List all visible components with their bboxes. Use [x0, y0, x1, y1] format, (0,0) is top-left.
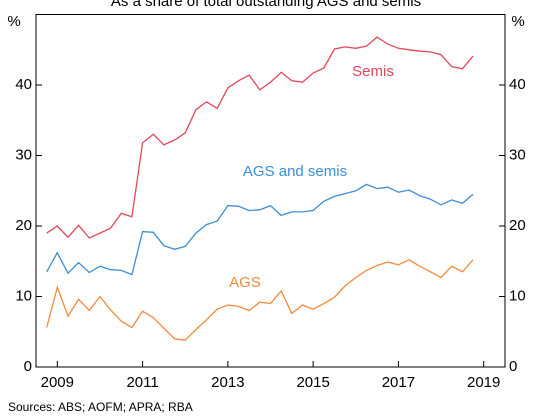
series-line [46, 259, 474, 341]
y-tick-label: 30 [15, 146, 32, 163]
x-tick-label: 2011 [126, 374, 158, 391]
x-tick-label: 2009 [41, 374, 74, 391]
y-tick-label: 20 [15, 217, 32, 234]
chart-title: As a share of total outstanding AGS and … [111, 0, 421, 10]
source-note: Sources: ABS; AOFM; APRA; RBA [8, 400, 193, 414]
y-tick-label: 0 [24, 358, 32, 375]
y-tick-label: 10 [15, 287, 32, 304]
plot-frame [35, 14, 506, 368]
x-tick-label: 2015 [296, 374, 329, 391]
series-label: AGS [229, 274, 261, 291]
y2-tick-label: 0 [509, 358, 517, 375]
y2-tick-label: 40 [509, 76, 526, 93]
y2-tick-label: 30 [509, 146, 526, 163]
y2-tick-label: 20 [509, 217, 526, 234]
y2-unit: % [511, 13, 524, 30]
series-line [46, 36, 474, 239]
y-unit: % [7, 13, 20, 30]
y-tick-label: 40 [15, 76, 32, 93]
x-tick-label: 2017 [382, 374, 415, 391]
series-line [46, 183, 474, 276]
y2-tick-label: 10 [509, 287, 526, 304]
series-label: AGS and semis [243, 163, 347, 180]
x-tick-label: 2013 [211, 374, 244, 391]
series-label: Semis [352, 63, 394, 80]
x-tick-label: 2019 [467, 374, 500, 391]
